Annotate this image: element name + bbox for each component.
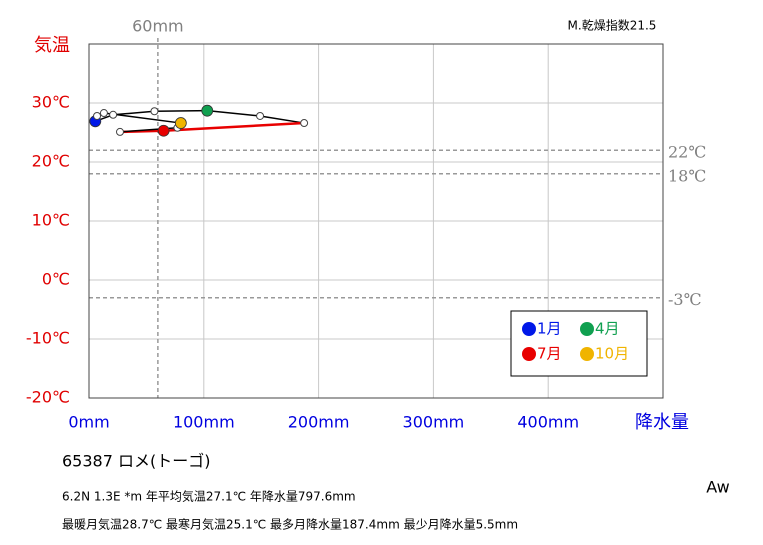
x-tick-label: 100mm [173, 413, 235, 432]
index-label: M.乾燥指数21.5 [568, 18, 657, 33]
climate-line [154, 109, 208, 113]
legend-label: 7月 [537, 345, 562, 363]
info-line: 6.2N 1.3E *m 年平均気温27.1℃ 年降水量797.6mm [62, 489, 356, 504]
x-tick-label: 0mm [68, 413, 109, 432]
y-tick-label: 20℃ [32, 152, 70, 171]
reference-label: 22℃ [668, 143, 706, 162]
month-point [93, 111, 102, 120]
climate-line [163, 121, 305, 132]
climate-line [259, 115, 305, 124]
legend-marker [580, 347, 594, 361]
climate-class: Aw [706, 478, 729, 497]
plot-marks [89, 104, 309, 137]
x-axis-title: 降水量 [635, 412, 689, 433]
x-tick-label: 400mm [517, 413, 579, 432]
y-tick-label: -20℃ [26, 388, 70, 407]
plot-frame [88, 43, 664, 399]
climate-line [207, 109, 261, 117]
x-tick-label: 200mm [288, 413, 350, 432]
info-line: 最暖月気温28.7℃ 最寒月気温25.1℃ 最多月降水量187.4mm 最少月降… [62, 517, 518, 532]
month-point [109, 110, 118, 119]
month-point [150, 107, 159, 116]
climate-line [113, 110, 155, 116]
month-point [300, 119, 309, 128]
month-point [99, 109, 108, 118]
y-axis-title: 気温 [34, 35, 70, 56]
month-point [174, 117, 187, 129]
station-name: 65387 ロメ(トーゴ) [62, 452, 210, 471]
legend-label: 10月 [595, 345, 629, 363]
legend-marker [522, 347, 536, 361]
y-tick-label: 0℃ [42, 270, 70, 289]
reference-label: 18℃ [668, 166, 706, 185]
month-point [201, 104, 214, 117]
x-tick-label: 300mm [403, 413, 465, 432]
legend-marker [522, 322, 536, 336]
legend-marker [580, 322, 594, 336]
reference-label: -3℃ [668, 290, 701, 309]
month-point [157, 124, 170, 137]
reference-label: 60mm [132, 17, 184, 36]
legend-label: 1月 [537, 320, 562, 338]
legend-label: 4月 [595, 320, 620, 338]
y-tick-label: -10℃ [26, 329, 70, 348]
month-point [256, 111, 265, 120]
y-tick-label: 30℃ [32, 93, 70, 112]
y-tick-label: 10℃ [32, 211, 70, 230]
legend-box [510, 310, 648, 377]
reference-lines [89, 38, 663, 398]
legend: 1月 4月 7月 10月 [522, 320, 629, 363]
month-point [115, 127, 124, 136]
